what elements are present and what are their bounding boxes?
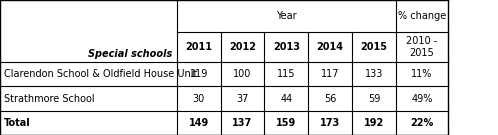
Text: 133: 133 <box>365 69 383 79</box>
Text: Strathmore School: Strathmore School <box>4 94 95 104</box>
Text: 149: 149 <box>189 118 209 128</box>
Text: 2014: 2014 <box>317 42 344 52</box>
Text: 137: 137 <box>233 118 252 128</box>
Text: 115: 115 <box>277 69 296 79</box>
Text: Special schools: Special schools <box>88 49 172 59</box>
Text: 119: 119 <box>190 69 208 79</box>
Text: 49%: 49% <box>411 94 433 104</box>
Text: 30: 30 <box>193 94 205 104</box>
Text: 37: 37 <box>237 94 249 104</box>
Text: % change: % change <box>398 11 446 21</box>
Text: 2015: 2015 <box>361 42 387 52</box>
Text: 117: 117 <box>321 69 340 79</box>
Text: 56: 56 <box>324 94 336 104</box>
Text: 2011: 2011 <box>185 42 212 52</box>
Text: Total: Total <box>4 118 31 128</box>
Text: 100: 100 <box>234 69 251 79</box>
Text: 11%: 11% <box>411 69 433 79</box>
Text: 192: 192 <box>364 118 384 128</box>
Text: 2010 -
2015: 2010 - 2015 <box>406 36 438 58</box>
Text: 2013: 2013 <box>273 42 300 52</box>
Text: 2012: 2012 <box>229 42 256 52</box>
Text: Year: Year <box>276 11 297 21</box>
Text: 22%: 22% <box>410 118 434 128</box>
Text: 159: 159 <box>276 118 296 128</box>
Text: 173: 173 <box>320 118 340 128</box>
Text: 59: 59 <box>368 94 380 104</box>
Text: 44: 44 <box>280 94 292 104</box>
Text: Clarendon School & Oldfield House Unit: Clarendon School & Oldfield House Unit <box>4 69 197 79</box>
